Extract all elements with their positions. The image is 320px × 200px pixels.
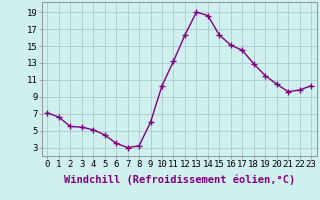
X-axis label: Windchill (Refroidissement éolien,°C): Windchill (Refroidissement éolien,°C) (64, 175, 295, 185)
